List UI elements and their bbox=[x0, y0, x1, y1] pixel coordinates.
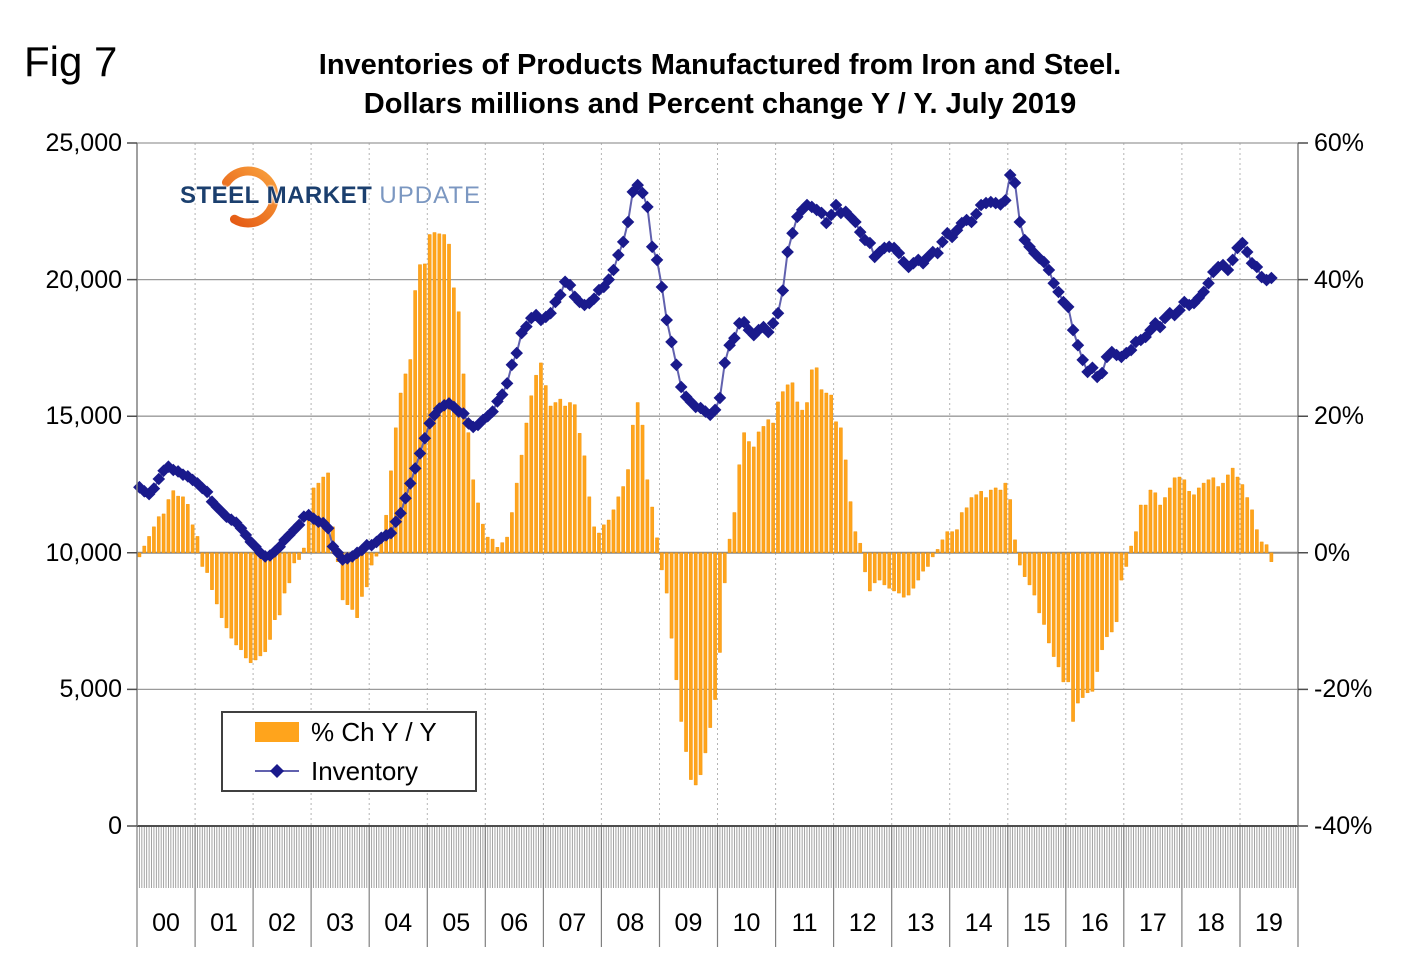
chart-title-line2: Dollars millions and Percent change Y / … bbox=[363, 88, 1077, 120]
logo-word-steel: STEEL bbox=[180, 182, 260, 209]
right-axis-tick-label: 60% bbox=[1314, 129, 1365, 157]
pct-change-bars bbox=[137, 232, 1274, 786]
inventory-markers bbox=[133, 168, 1278, 566]
legend: % Ch Y / Y Inventory bbox=[221, 711, 477, 792]
year-separators bbox=[136, 827, 1299, 947]
x-axis-year-label: 17 bbox=[1138, 909, 1167, 937]
x-axis-year-label: 12 bbox=[848, 909, 877, 937]
left-axis-tick-label: 25,000 bbox=[45, 129, 122, 157]
legend-item-pct: % Ch Y / Y bbox=[255, 717, 475, 748]
legend-item-inventory: Inventory bbox=[255, 756, 475, 787]
left-axis-tick-label: 0 bbox=[108, 812, 122, 840]
logo-word-market: MARKET bbox=[266, 182, 373, 209]
legend-line-sample bbox=[255, 764, 299, 778]
x-axis-year-label: 02 bbox=[268, 909, 297, 937]
left-axis-tick-label: 15,000 bbox=[45, 402, 122, 431]
chart-title: Inventories of Products Manufactured fro… bbox=[250, 46, 1190, 124]
legend-bar-swatch bbox=[255, 722, 299, 742]
left-axis-tick-label: 20,000 bbox=[45, 265, 122, 294]
x-axis-year-label: 13 bbox=[906, 909, 935, 937]
figure-label: Fig 7 bbox=[24, 38, 118, 85]
right-axis-tick-label: 40% bbox=[1314, 265, 1365, 294]
chart-title-line1: Inventories of Products Manufactured fro… bbox=[318, 49, 1122, 81]
left-axis-tick-label: 10,000 bbox=[45, 538, 122, 567]
x-axis-year-label: 11 bbox=[791, 909, 818, 937]
left-axis-tick-label: 5,000 bbox=[59, 675, 122, 704]
axis-ticks bbox=[127, 142, 1308, 827]
x-axis-year-label: 09 bbox=[674, 909, 703, 937]
legend-line-label: Inventory bbox=[311, 755, 418, 786]
x-axis-year-label: 19 bbox=[1255, 909, 1283, 937]
right-axis-tick-label: -40% bbox=[1314, 812, 1373, 840]
plot-frame-sides bbox=[136, 143, 1299, 826]
logo-wordmark: STEEL MARKET UPDATE bbox=[180, 182, 480, 210]
x-axis-year-label: 05 bbox=[442, 909, 471, 937]
x-axis-year-label: 07 bbox=[558, 909, 587, 937]
x-axis-year-label: 06 bbox=[500, 909, 529, 937]
x-axis-year-label: 04 bbox=[384, 909, 413, 937]
x-axis-year-label: 01 bbox=[210, 909, 238, 937]
x-axis-year-label: 08 bbox=[616, 909, 645, 937]
logo-word-update: UPDATE bbox=[379, 182, 481, 209]
steel-market-update-logo: STEEL MARKET UPDATE bbox=[180, 166, 480, 228]
legend-bar-label: % Ch Y / Y bbox=[311, 716, 437, 747]
horizontal-gridlines bbox=[137, 142, 1298, 691]
x-axis-year-label: 16 bbox=[1080, 909, 1109, 937]
logo-swoosh-icon bbox=[217, 166, 279, 228]
x-axis-year-label: 15 bbox=[1022, 909, 1051, 937]
right-axis-tick-label: 20% bbox=[1314, 402, 1365, 431]
x-axis-year-label: 03 bbox=[326, 909, 355, 937]
right-axis-tick-label: 0% bbox=[1314, 538, 1351, 567]
x-axis-year-label: 18 bbox=[1197, 909, 1225, 937]
right-axis-tick-label: -20% bbox=[1314, 675, 1373, 704]
x-axis-year-label: 10 bbox=[732, 909, 761, 937]
x-axis-year-label: 00 bbox=[152, 909, 180, 937]
x-axis-year-label: 14 bbox=[964, 909, 993, 937]
